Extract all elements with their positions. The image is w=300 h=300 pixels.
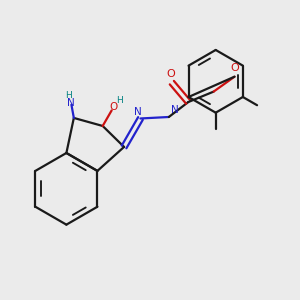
Text: N: N (134, 107, 141, 117)
Text: H: H (116, 96, 122, 105)
Text: N: N (171, 105, 179, 116)
Text: N: N (67, 98, 74, 108)
Text: O: O (231, 63, 239, 73)
Text: O: O (166, 69, 175, 79)
Text: H: H (65, 92, 72, 100)
Text: O: O (110, 102, 118, 112)
